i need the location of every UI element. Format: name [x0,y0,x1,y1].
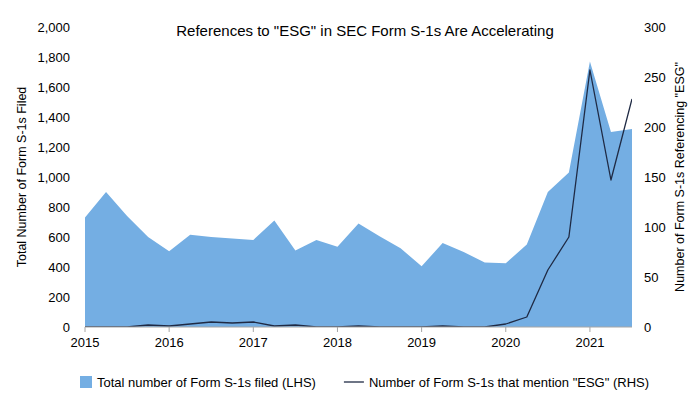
y-tick-label: 1,200 [37,140,70,155]
y-tick [81,27,85,28]
y-tick-label: 200 [48,290,70,305]
legend-swatch [80,376,92,388]
y-tick-label: 2,000 [37,20,70,35]
y-tick [81,57,85,58]
legend-swatch [344,381,364,382]
y-tick [81,207,85,208]
y-tick [81,327,85,328]
y2-tick [632,227,636,228]
y2-tick [632,27,636,28]
y2-tick-label: 250 [644,70,666,85]
y2-tick-label: 150 [644,170,666,185]
y2-tick-label: 50 [644,270,658,285]
legend-label: Number of Form S-1s that mention "ESG" (… [369,375,649,390]
line-series [85,70,632,327]
chart: 2015 2016 2017 2018 2019 2020 2021 0 200 400 600 80… [0,0,700,400]
y-tick-label: 1,600 [37,80,70,95]
y-tick-label: 400 [48,260,70,275]
legend-label: Total number of Form S-1s filed (LHS) [97,375,316,390]
y2-axis-title: Number of Form S-1s Referencing "ESG" [673,62,687,292]
y-axis-title: Total Number of Form S-1s Filed [15,87,29,268]
x-tick [253,327,254,332]
x-tick-label: 2015 [71,335,100,350]
y-tick [81,297,85,298]
x-tick-label: 2016 [155,335,184,350]
y-tick-label: 800 [48,200,70,215]
x-tick [505,327,506,332]
y-tick-label: 1,400 [37,110,70,125]
y-tick [81,237,85,238]
x-tick [337,327,338,332]
x-tick [169,327,170,332]
plot-area [85,62,632,328]
y2-tick-label: 0 [644,320,651,335]
y2-tick [632,277,636,278]
y-tick [81,87,85,88]
y-tick [81,267,85,268]
y-tick-label: 1,800 [37,50,70,65]
y-tick-label: 0 [63,320,70,335]
y-tick [81,177,85,178]
area-series [85,62,632,328]
y2-tick [632,127,636,128]
chart-title: References to "ESG" in SEC Form S-1s Are… [176,22,553,39]
x-tick-label: 2018 [323,335,352,350]
x-tick-label: 2019 [407,335,436,350]
legend: Total number of Form S-1s filed (LHS) Num… [80,375,649,390]
y2-tick-label: 100 [644,220,666,235]
x-axis-line [85,327,632,328]
x-tick [85,327,86,332]
y2-tick [632,327,636,328]
y-tick [81,117,85,118]
y-tick-label: 600 [48,230,70,245]
y-tick-label: 1,000 [37,170,70,185]
x-tick-label: 2020 [491,335,520,350]
y2-tick [632,77,636,78]
y2-tick [632,177,636,178]
x-tick-label: 2021 [575,335,604,350]
y2-tick-label: 300 [644,20,666,35]
x-tick [421,327,422,332]
y-tick [81,147,85,148]
x-tick [589,327,590,332]
y2-tick-label: 200 [644,120,666,135]
x-tick-label: 2017 [239,335,268,350]
